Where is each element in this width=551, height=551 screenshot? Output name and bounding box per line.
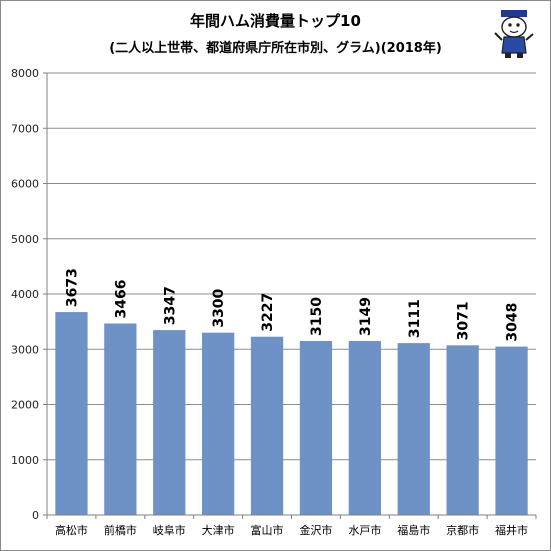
data-label: 3673 [64, 268, 80, 307]
y-tick-label: 3000 [11, 343, 39, 356]
mascot-character-icon [494, 10, 534, 58]
y-tick-label: 7000 [11, 122, 39, 135]
data-label: 3227 [260, 293, 276, 332]
data-label: 3466 [113, 280, 129, 319]
data-label: 3071 [456, 301, 472, 340]
y-tick-label: 1000 [11, 454, 39, 467]
x-axis: 高松市 前橋市 岐阜市 大津市 富山市 金沢市 水戸市 福島市 京都市 福井市 [46, 514, 537, 537]
x-tick-label: 大津市 [202, 523, 235, 537]
data-label: 3048 [505, 303, 521, 342]
chart-subtitle: (二人以上世帯、都道府県庁所在市別、グラム)(2018年) [109, 41, 442, 56]
data-label: 3111 [407, 299, 423, 338]
x-tick-label: 前橋市 [104, 523, 137, 537]
bar-2 [104, 323, 137, 515]
bars [55, 312, 528, 515]
y-tick-label: 5000 [11, 233, 39, 246]
bar-1 [55, 312, 88, 515]
y-tick-label: 6000 [11, 178, 39, 191]
bar-7 [348, 341, 381, 515]
y-axis: 0 1000 2000 3000 4000 5000 6000 7000 8000 [11, 67, 48, 522]
y-tick-label: 4000 [11, 288, 39, 301]
bar-8 [397, 343, 430, 515]
y-tick-label: 8000 [11, 67, 39, 80]
x-tick-label: 高松市 [55, 523, 88, 537]
data-label: 3149 [358, 297, 374, 336]
x-tick-label: 京都市 [446, 523, 479, 537]
x-tick-label: 金沢市 [299, 523, 332, 537]
bar-4 [202, 332, 235, 515]
x-tick-label: 福島市 [397, 523, 430, 537]
bar-5 [250, 336, 284, 515]
bar-6 [299, 340, 333, 515]
x-tick-label: 富山市 [251, 523, 284, 537]
bar-9 [446, 345, 479, 515]
data-label: 3300 [211, 288, 227, 327]
data-label: 3347 [162, 286, 178, 325]
data-label: 3150 [309, 297, 325, 336]
x-tick-label: 水戸市 [348, 523, 381, 537]
data-labels: 3673 3466 3347 3300 3227 3150 3149 3111 3071 3048 [64, 268, 520, 342]
x-tick-label: 福井市 [495, 523, 528, 537]
bar-3 [153, 330, 186, 515]
y-tick-label: 0 [32, 509, 39, 522]
chart-title: 年間ハム消費量トップ10 [190, 12, 361, 30]
x-tick-label: 岐阜市 [153, 523, 186, 537]
bar-10 [495, 346, 528, 515]
y-tick-label: 2000 [11, 399, 39, 412]
